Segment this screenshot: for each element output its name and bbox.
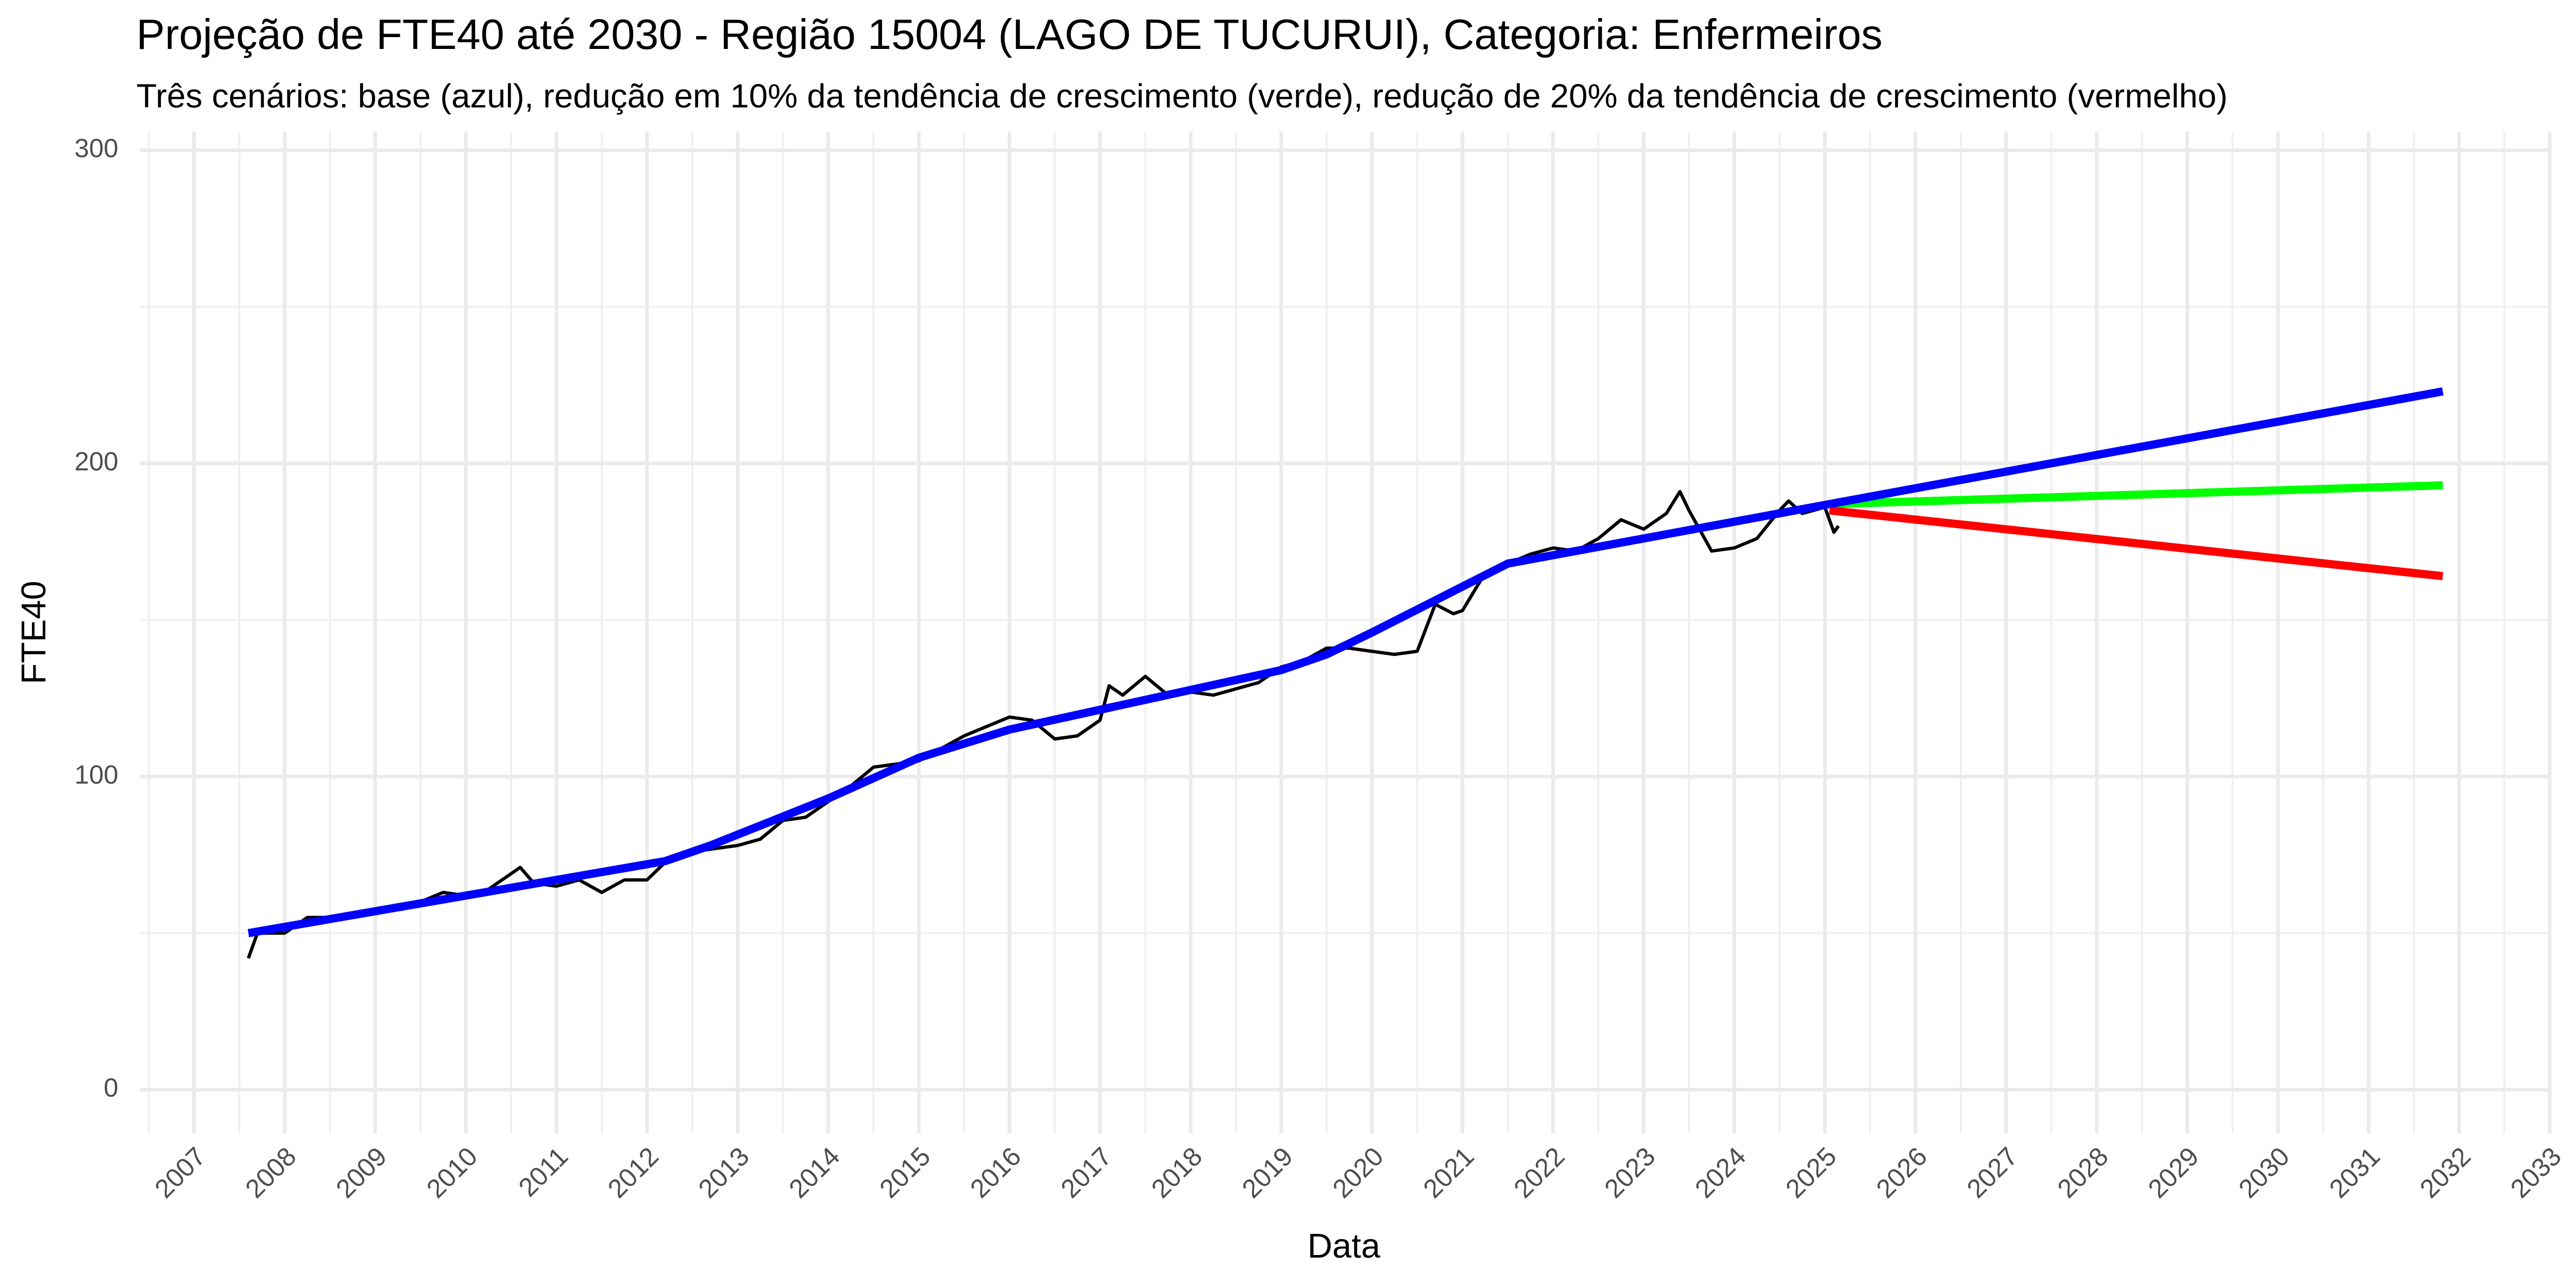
y-tick-label: 300 <box>74 133 118 163</box>
x-tick-label: 2021 <box>1417 1142 1480 1204</box>
x-tick-label: 2020 <box>1327 1142 1389 1204</box>
series-line <box>1829 506 2444 581</box>
x-tick-label: 2029 <box>2142 1142 2205 1204</box>
series-line <box>247 489 1840 959</box>
chart-subtitle: Três cenários: base (azul), redução em 1… <box>137 77 2228 115</box>
y-tick-label: 0 <box>104 1073 118 1103</box>
x-tick-label: 2031 <box>2324 1142 2386 1204</box>
x-tick-label: 2012 <box>602 1142 665 1204</box>
x-tick-label: 2024 <box>1689 1142 1752 1204</box>
chart-title: Projeção de FTE40 até 2030 - Região 1500… <box>137 10 1883 58</box>
x-tick-label: 2030 <box>2233 1142 2295 1204</box>
x-tick-label: 2023 <box>1599 1142 1661 1204</box>
x-tick-label: 2026 <box>1871 1142 1933 1204</box>
x-tick-label: 2019 <box>1236 1142 1299 1204</box>
x-tick-label: 2007 <box>149 1142 211 1204</box>
x-tick-label: 2018 <box>1146 1142 1208 1204</box>
x-tick-label: 2009 <box>330 1142 393 1204</box>
x-tick-label: 2014 <box>783 1142 845 1204</box>
x-tick-label: 2008 <box>240 1142 302 1204</box>
x-tick-label: 2025 <box>1780 1142 1842 1204</box>
x-tick-label: 2017 <box>1055 1142 1117 1204</box>
x-tick-label: 2022 <box>1508 1142 1570 1204</box>
x-tick-label: 2027 <box>1961 1142 2024 1204</box>
x-tick-label: 2010 <box>421 1142 483 1204</box>
x-axis-label: Data <box>1308 1227 1381 1265</box>
x-tick-label: 2011 <box>513 1142 573 1202</box>
x-tick-label: 2028 <box>2052 1142 2114 1204</box>
y-axis-label: FTE40 <box>14 581 53 684</box>
series-line <box>247 500 1831 938</box>
y-tick-label: 200 <box>74 447 118 476</box>
x-tick-label: 2032 <box>2414 1142 2477 1204</box>
x-tick-label: 2015 <box>874 1142 936 1204</box>
series-line <box>1829 481 2443 509</box>
x-tick-label: 2016 <box>964 1142 1027 1204</box>
x-tick-label: 2013 <box>692 1142 755 1204</box>
series-line <box>1828 387 2444 509</box>
y-tick-label: 100 <box>74 760 118 789</box>
x-tick-label: 2033 <box>2505 1142 2567 1204</box>
